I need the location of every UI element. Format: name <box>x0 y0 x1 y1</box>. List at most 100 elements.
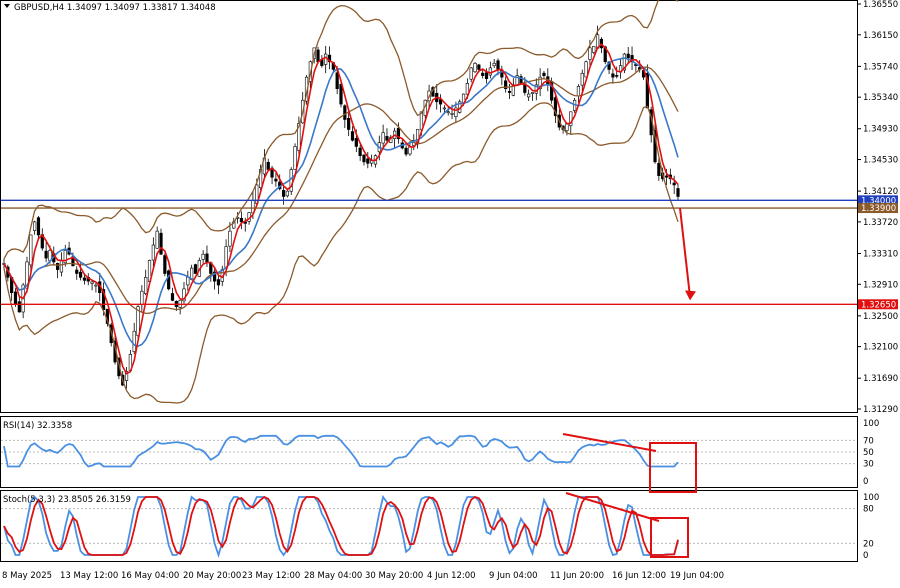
candle-body <box>324 53 328 65</box>
candle-body <box>507 90 512 93</box>
x-tick-label: 13 May 12:00 <box>60 571 118 581</box>
candle-body <box>136 306 140 336</box>
candle-body <box>469 67 473 80</box>
candle-body <box>13 291 18 305</box>
candle-body <box>144 277 148 294</box>
candle-body <box>481 72 485 76</box>
y-tick-label: 1.32100 <box>863 343 898 353</box>
rsi-tick-label: 70 <box>863 436 874 446</box>
arrow-shaft <box>679 207 691 297</box>
candle-body <box>465 83 469 95</box>
candle-body <box>170 293 175 301</box>
y-tick-label: 1.33720 <box>863 218 898 228</box>
stoch-title: Stoch(5,3,3) 23.8505 26.3159 <box>3 495 131 505</box>
candle-body <box>339 84 343 105</box>
candle-body <box>94 284 98 287</box>
candle-body <box>580 72 584 86</box>
stoch-tick-label: 100 <box>863 493 879 503</box>
x-tick-label: 30 May 20:00 <box>365 571 423 581</box>
candle-body <box>576 86 581 97</box>
candle-body <box>228 230 232 247</box>
candle-body <box>569 111 573 127</box>
rsi-tick-label: 0 <box>863 477 868 487</box>
candle-body <box>56 263 60 270</box>
ma-blue <box>3 57 679 348</box>
ma-red <box>3 43 679 375</box>
bollinger-middle <box>3 66 679 315</box>
candle-body <box>664 175 669 178</box>
price-label-text: 1.32650 <box>861 300 896 310</box>
stoch-divergence-line <box>565 492 660 522</box>
candle-body <box>285 190 289 197</box>
candle-body <box>216 279 221 286</box>
candle-body <box>354 138 358 147</box>
candle-body <box>473 62 477 73</box>
candle-body <box>450 113 454 115</box>
candle-body <box>274 178 278 182</box>
y-tick-label: 1.36550 <box>863 0 898 10</box>
candle-body <box>44 250 48 259</box>
candle-body <box>530 92 535 94</box>
candle-body <box>442 107 446 110</box>
stoch-panel <box>0 490 858 562</box>
bollinger-lower <box>3 102 679 404</box>
candle-body <box>588 47 592 60</box>
candle-body <box>224 246 228 269</box>
candle-body <box>36 217 41 236</box>
candle-body <box>239 217 244 223</box>
x-tick-label: 9 Jun 04:00 <box>489 571 538 581</box>
x-tick-label: 19 Jun 04:00 <box>670 571 724 581</box>
candle-body <box>350 131 355 141</box>
candle-body <box>17 301 21 313</box>
candle-body <box>167 270 171 290</box>
candle-body <box>293 146 297 170</box>
y-tick-label: 1.35740 <box>863 62 898 72</box>
y-tick-label: 1.34530 <box>863 156 898 166</box>
y-tick-label: 1.34120 <box>863 187 898 197</box>
rsi-line <box>3 434 679 468</box>
dropdown-triangle-icon[interactable] <box>4 4 10 8</box>
x-tick-label: 16 Jun 12:00 <box>612 571 666 581</box>
x-tick-label: 16 May 04:00 <box>121 571 179 581</box>
y-tick-label: 1.34930 <box>863 125 898 135</box>
candle-body <box>297 123 301 151</box>
candle-body <box>607 61 611 70</box>
candle-body <box>676 188 680 197</box>
candle-body <box>527 93 531 98</box>
candle-body <box>75 269 79 274</box>
rsi-highlight-box <box>649 442 697 493</box>
candle-body <box>59 260 64 273</box>
price-label-text: 1.33900 <box>861 204 896 214</box>
x-tick-label: 4 Jun 12:00 <box>427 571 476 581</box>
candle-body <box>615 75 619 77</box>
stoch-tick-label: 0 <box>863 551 868 561</box>
candle-body <box>538 76 542 89</box>
stoch-tick-label: 20 <box>863 539 874 549</box>
candle-body <box>504 80 508 89</box>
candle-body <box>622 53 626 71</box>
candle-body <box>33 221 37 231</box>
rsi-tick-label: 50 <box>863 448 874 458</box>
candle-body <box>327 54 332 63</box>
y-tick-label: 1.36150 <box>863 31 898 41</box>
stoch-signal-line <box>3 495 679 556</box>
price-label-text: 1.34000 <box>861 196 896 206</box>
candle-body <box>266 161 270 170</box>
candle-body <box>630 55 634 63</box>
candle-body <box>316 49 320 63</box>
candle-body <box>186 277 190 286</box>
candle-body <box>155 230 159 249</box>
x-tick-label: 11 Jun 20:00 <box>550 571 604 581</box>
y-tick-label: 1.31290 <box>863 405 898 415</box>
candle-body <box>488 67 492 76</box>
candle-body <box>347 118 351 130</box>
candle-body <box>657 162 661 177</box>
candle-body <box>29 234 33 266</box>
candle-body <box>542 72 546 76</box>
candle-body <box>201 253 205 260</box>
candle-body <box>163 255 167 274</box>
down-arrow-icon <box>685 290 696 301</box>
candle-body <box>205 253 209 263</box>
rsi-title: RSI(14) 32.3358 <box>3 421 72 431</box>
candle-body <box>396 127 401 140</box>
